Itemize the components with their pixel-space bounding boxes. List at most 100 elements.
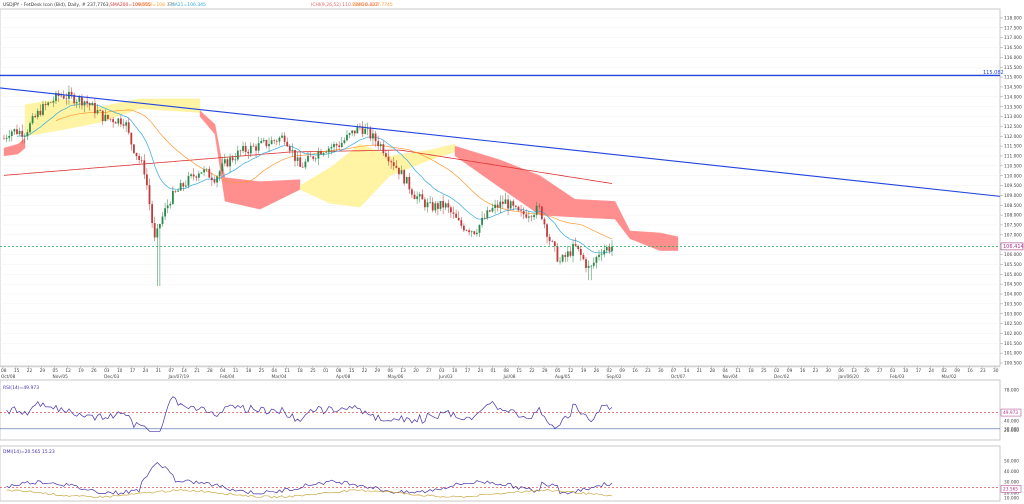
month-tick-label: May/06	[387, 374, 403, 380]
day-tick-label: 08	[1, 368, 7, 374]
day-tick-label: 20	[864, 368, 870, 374]
day-tick-label: 10	[903, 368, 909, 374]
day-tick-label: 24	[143, 368, 149, 374]
trend-line[interactable]	[0, 87, 1001, 197]
candle	[122, 124, 125, 126]
rsi-tick-label: 40.000	[1004, 418, 1019, 424]
candle	[5, 137, 8, 139]
candle	[156, 228, 159, 238]
day-tick-label: 26	[594, 368, 600, 374]
candle	[288, 146, 291, 151]
candle	[283, 135, 286, 142]
day-tick-label: 31	[156, 368, 162, 374]
price-tick-label: 103.000	[1004, 311, 1022, 317]
candle	[475, 232, 478, 235]
sma200-line	[3, 149, 613, 184]
day-tick-label: 15	[14, 368, 20, 374]
candle	[273, 140, 276, 141]
day-tick-label: 09	[787, 368, 793, 374]
day-tick-label: 04	[220, 368, 226, 374]
price-tick-label: 115.000	[1004, 75, 1022, 81]
price-tick-label: 108.000	[1004, 213, 1022, 219]
candle	[210, 177, 213, 181]
candle	[530, 216, 533, 218]
candle	[559, 261, 561, 263]
candle	[218, 171, 221, 177]
candle	[195, 176, 198, 178]
month-tick-label: Oct/07	[671, 374, 686, 380]
candle	[600, 254, 603, 256]
ema21-label: EMA21=106.345	[168, 2, 206, 8]
candle	[590, 265, 593, 267]
day-tick-label: 03	[104, 368, 110, 374]
candle	[499, 201, 502, 208]
candle	[605, 247, 608, 251]
price-tick-label: 108.500	[1004, 203, 1022, 209]
candle	[608, 247, 611, 252]
candle	[470, 231, 473, 233]
candle	[348, 133, 351, 135]
candle	[527, 216, 530, 218]
price-tick-label: 101.500	[1004, 341, 1022, 347]
candle	[294, 149, 296, 161]
candle	[540, 206, 543, 220]
day-tick-label: 19	[78, 368, 84, 374]
candle	[78, 96, 81, 102]
candle	[3, 138, 5, 140]
candle	[429, 202, 432, 203]
candle	[226, 159, 229, 167]
candle	[182, 183, 185, 187]
candle	[538, 205, 541, 207]
price-tick-label: 112.000	[1004, 134, 1022, 140]
price-tick-label: 107.500	[1004, 223, 1022, 229]
price-tick-label: 104.000	[1004, 292, 1022, 298]
candle	[431, 202, 434, 211]
candle	[171, 190, 174, 204]
day-tick-label: 19	[581, 368, 587, 374]
month-tick-label: Aug/05	[555, 374, 571, 380]
candle	[203, 169, 205, 173]
day-tick-label: 11	[735, 368, 741, 374]
candle	[317, 151, 320, 159]
bear-cloud	[454, 145, 679, 251]
day-tick-label: 02	[774, 368, 780, 374]
candle	[114, 122, 117, 124]
candle	[73, 94, 76, 104]
candle	[166, 205, 169, 209]
candle	[553, 241, 556, 247]
day-tick-label: 22	[362, 368, 368, 374]
price-tick-label: 107.000	[1004, 232, 1022, 238]
candle	[312, 156, 315, 159]
candle	[603, 250, 606, 255]
candle	[525, 214, 528, 218]
day-tick-label: 25	[310, 368, 316, 374]
candle	[395, 165, 398, 168]
candle	[244, 145, 247, 152]
candle	[10, 131, 13, 136]
candle	[327, 148, 330, 153]
candle	[351, 130, 354, 134]
candle	[548, 236, 551, 242]
day-tick-label: 08	[336, 368, 342, 374]
candle	[151, 204, 154, 224]
candle	[8, 135, 11, 138]
rsi-line	[6, 396, 613, 432]
day-tick-label: 28	[710, 368, 716, 374]
candle	[473, 231, 476, 235]
candle	[83, 101, 86, 106]
candle	[44, 104, 47, 106]
candle	[566, 251, 569, 257]
day-tick-label: 30	[658, 368, 664, 374]
bear-cloud	[3, 137, 26, 157]
day-tick-label: 18	[246, 368, 252, 374]
price-tick-label: 117.000	[1004, 35, 1022, 41]
candle	[158, 224, 161, 229]
candle	[120, 118, 122, 125]
day-tick-label: 24	[478, 368, 484, 374]
candle	[265, 139, 268, 147]
day-tick-label: 23	[645, 368, 651, 374]
dmi-panel[interactable]	[0, 445, 1001, 502]
candle	[592, 262, 595, 266]
candle	[522, 211, 525, 215]
